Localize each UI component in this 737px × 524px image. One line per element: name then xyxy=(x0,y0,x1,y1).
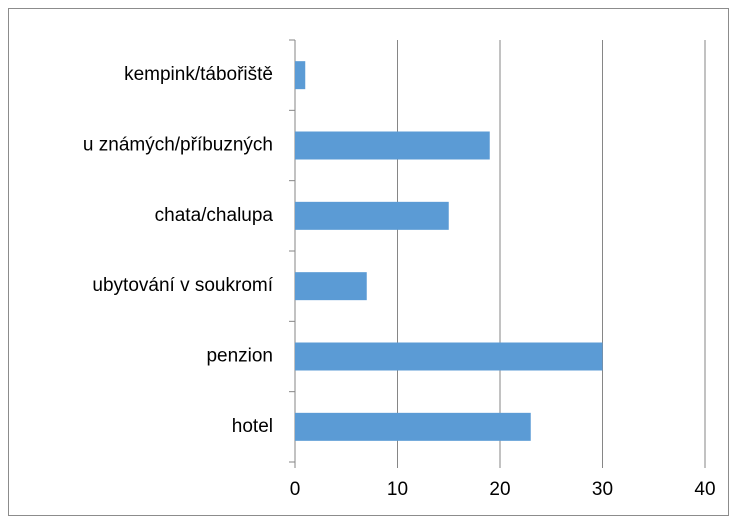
x-tick-label: 10 xyxy=(387,479,408,500)
bar xyxy=(295,272,367,301)
bar xyxy=(295,201,449,230)
y-tick-label: hotel xyxy=(232,416,273,437)
y-tick-label: u známých/příbuzných xyxy=(83,135,273,156)
bar xyxy=(295,342,603,371)
bar xyxy=(295,131,490,160)
y-tick-label: ubytování v soukromí xyxy=(92,275,273,296)
bar xyxy=(295,412,531,441)
x-tick-label: 0 xyxy=(290,479,301,500)
y-tick-label: kempink/tábořiště xyxy=(124,64,273,85)
x-tick-label: 30 xyxy=(592,479,613,500)
x-tick-label: 40 xyxy=(694,479,715,500)
y-tick-label: penzion xyxy=(206,346,273,367)
x-tick-label: 20 xyxy=(489,479,510,500)
y-tick-label: chata/chalupa xyxy=(155,205,274,226)
bar xyxy=(295,61,306,90)
